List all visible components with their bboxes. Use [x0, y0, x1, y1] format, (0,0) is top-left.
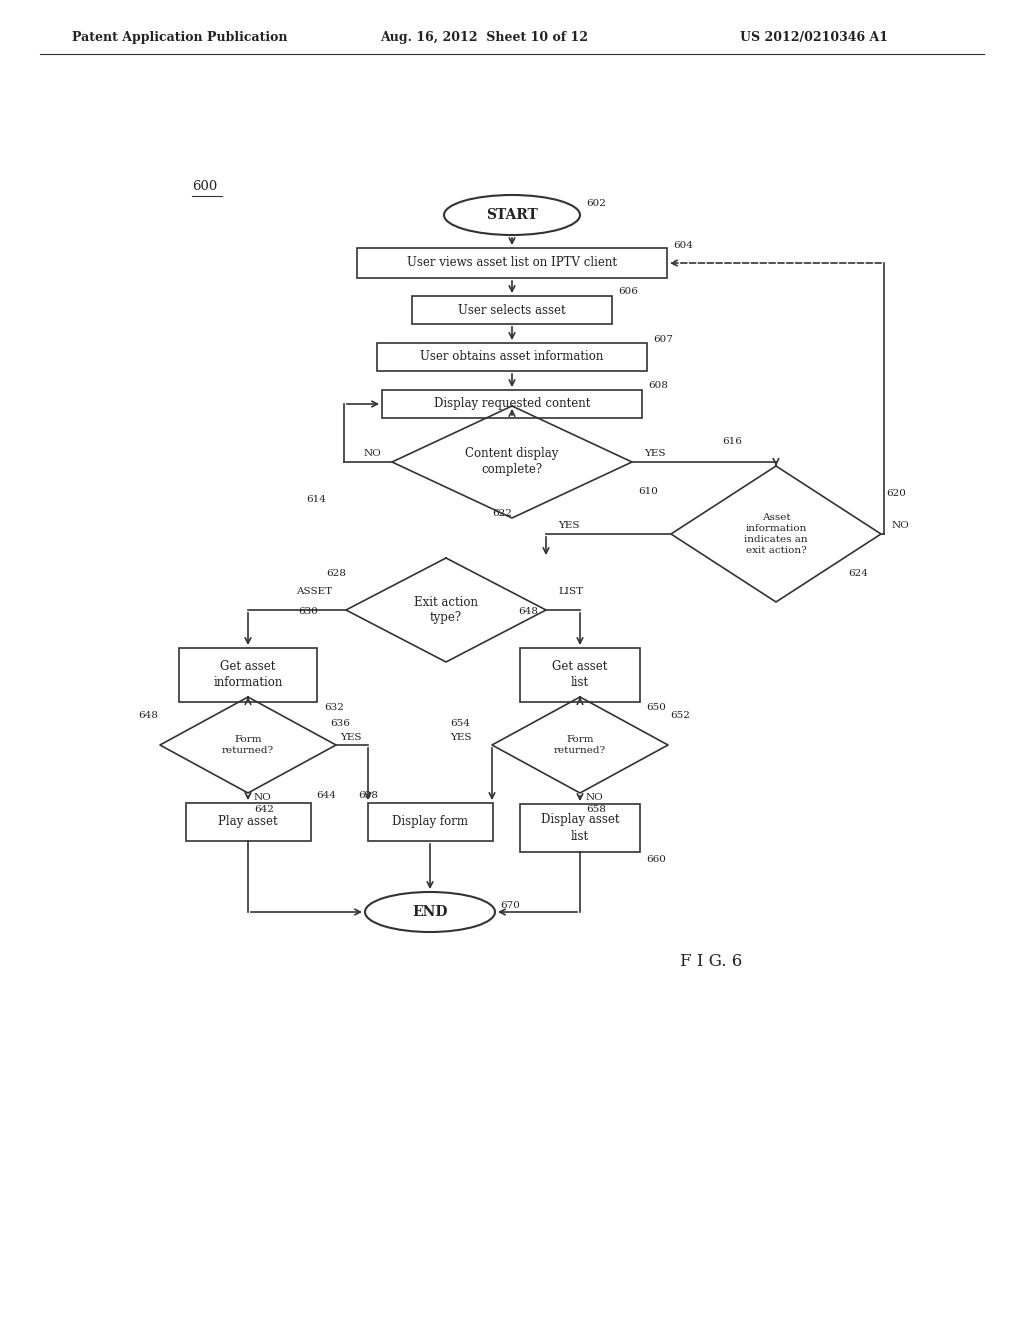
Text: Display asset
list: Display asset list [541, 813, 620, 842]
Text: YES: YES [644, 450, 666, 458]
Text: 602: 602 [586, 198, 606, 207]
Text: 610: 610 [638, 487, 657, 496]
Text: START: START [486, 209, 538, 222]
Text: NO: NO [254, 792, 271, 801]
Bar [377, 343, 647, 371]
Text: YES: YES [450, 733, 471, 742]
Bar [185, 803, 310, 841]
Bar [520, 648, 640, 702]
Text: Patent Application Publication: Patent Application Publication [72, 30, 288, 44]
Text: YES: YES [558, 521, 580, 531]
Text: 660: 660 [646, 855, 666, 865]
Bar [357, 248, 667, 279]
Text: 628: 628 [326, 569, 346, 578]
Text: NO: NO [364, 450, 382, 458]
Text: 630: 630 [298, 607, 317, 616]
Text: 652: 652 [670, 710, 690, 719]
Bar [179, 648, 317, 702]
Text: Exit action
type?: Exit action type? [414, 595, 478, 624]
Text: US 2012/0210346 A1: US 2012/0210346 A1 [740, 30, 888, 44]
Text: NO: NO [586, 792, 604, 801]
Text: LIST: LIST [558, 587, 583, 597]
Text: 648: 648 [518, 607, 538, 616]
Text: 606: 606 [618, 288, 638, 297]
Text: 654: 654 [450, 718, 470, 727]
Text: F I G. 6: F I G. 6 [680, 953, 742, 970]
Text: YES: YES [340, 733, 361, 742]
Text: END: END [413, 906, 447, 919]
Text: ASSET: ASSET [296, 587, 332, 597]
Text: 604: 604 [673, 240, 693, 249]
Text: 600: 600 [193, 180, 217, 193]
Text: NO: NO [892, 521, 909, 531]
Text: 650: 650 [646, 702, 666, 711]
Text: 607: 607 [653, 334, 673, 343]
Text: 616: 616 [722, 437, 741, 446]
Text: Play asset: Play asset [218, 816, 278, 829]
Text: Aug. 16, 2012  Sheet 10 of 12: Aug. 16, 2012 Sheet 10 of 12 [380, 30, 588, 44]
Text: 636: 636 [330, 718, 350, 727]
Text: 608: 608 [648, 381, 668, 391]
Text: 622: 622 [492, 510, 512, 519]
Bar [520, 804, 640, 851]
Text: Asset
information
indicates an
exit action?: Asset information indicates an exit acti… [744, 513, 808, 556]
Text: 642: 642 [254, 804, 273, 813]
Bar [382, 389, 642, 418]
Text: 632: 632 [324, 702, 344, 711]
Text: Content display
complete?: Content display complete? [465, 447, 559, 477]
Text: Form
returned?: Form returned? [222, 735, 274, 755]
Text: Display form: Display form [392, 816, 468, 829]
Text: Get asset
information: Get asset information [213, 660, 283, 689]
Text: Get asset
list: Get asset list [552, 660, 607, 689]
Text: 614: 614 [306, 495, 326, 504]
Text: 670: 670 [500, 902, 520, 911]
Text: User selects asset: User selects asset [458, 304, 566, 317]
Text: 624: 624 [848, 569, 868, 578]
Text: User views asset list on IPTV client: User views asset list on IPTV client [407, 256, 617, 269]
Bar [368, 803, 493, 841]
Text: 658: 658 [586, 804, 606, 813]
Text: User obtains asset information: User obtains asset information [420, 351, 604, 363]
Text: Display requested content: Display requested content [434, 397, 590, 411]
Text: 638: 638 [358, 792, 378, 800]
Text: 644: 644 [316, 792, 336, 800]
Text: 648: 648 [138, 710, 158, 719]
Bar [412, 296, 612, 323]
Text: 620: 620 [886, 490, 906, 499]
Text: Form
returned?: Form returned? [554, 735, 606, 755]
